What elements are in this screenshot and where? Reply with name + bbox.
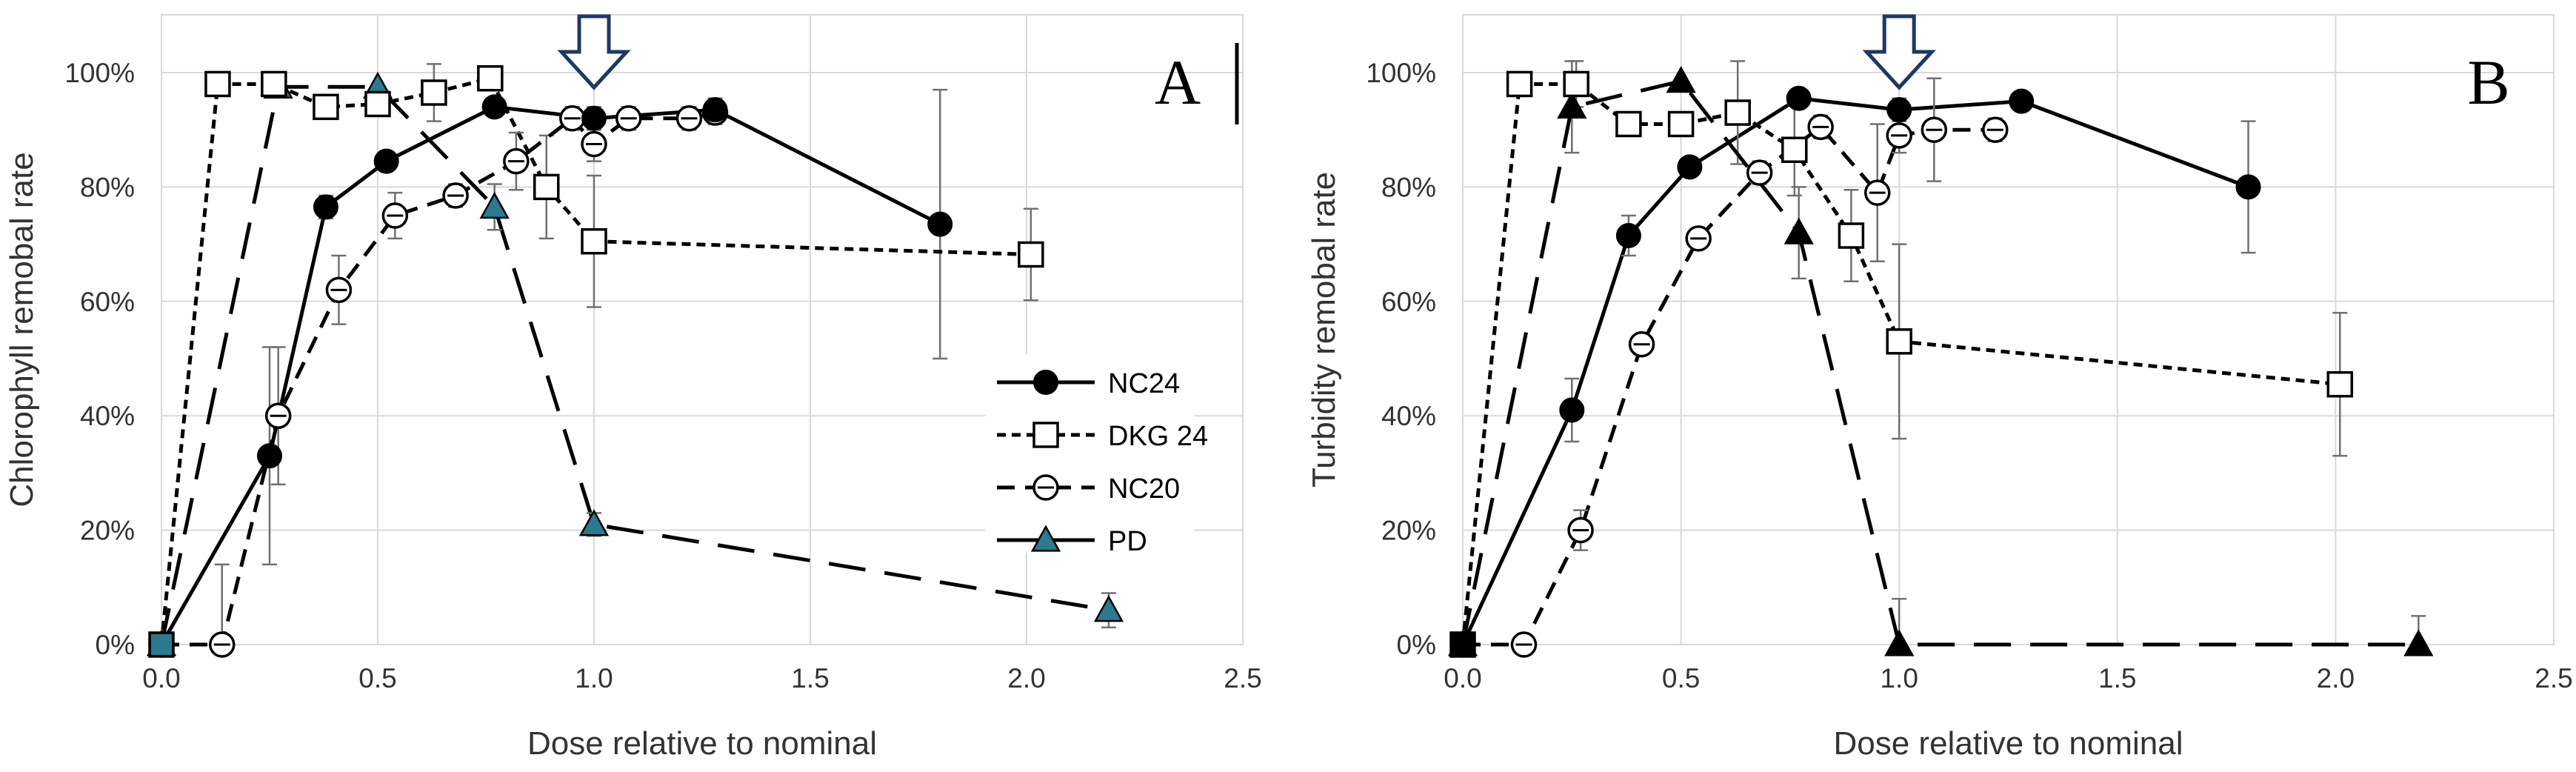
y-tick-label: 80%	[1381, 172, 1436, 202]
data-point-pd	[479, 191, 510, 219]
data-point-dkg24	[204, 70, 231, 98]
data-point-dkg24	[1563, 70, 1589, 98]
data-point-origin	[150, 633, 173, 656]
data-point-dkg24	[1838, 222, 1865, 249]
x-tick-label: 2.0	[1007, 663, 1045, 693]
data-point-dkg24	[2326, 370, 2354, 398]
x-tick-label: 0.5	[358, 663, 396, 693]
panel-letter: A	[1155, 47, 1201, 118]
data-point-nc24	[702, 97, 728, 123]
y-tick-label: 40%	[80, 401, 135, 431]
data-point-dkg24	[1724, 99, 1751, 126]
x-tick-label: 0.0	[1444, 663, 1481, 693]
series-line-nc24	[1461, 96, 2249, 646]
data-point-nc24	[2235, 174, 2261, 200]
chart-panel-a: 0% 20% 40% 60% 80% 100% 0.0 0.5 1.0 1.5 2.0 2.5 Dose…	[4, 14, 1262, 762]
data-point-pd	[1557, 91, 1587, 119]
data-point-pd	[1093, 595, 1124, 622]
data-point-nc24	[1786, 85, 1812, 111]
x-tick-label: 1.0	[1880, 663, 1918, 693]
data-point-dkg24	[477, 64, 504, 92]
series-line-dkg24	[159, 76, 1031, 645]
legend-box	[985, 354, 1194, 553]
down-arrow-icon	[1862, 14, 1936, 90]
y-axis-label: Chlorophyll remobal rate	[4, 152, 40, 507]
data-point-dkg24	[1018, 241, 1044, 268]
data-point-nc24	[581, 105, 607, 131]
data-point-nc24	[481, 94, 507, 120]
legend-marker-pd	[1030, 525, 1061, 552]
data-point-dkg24	[1886, 328, 1912, 355]
legend-label-nc24: NC24	[1108, 368, 1180, 399]
data-point-pd	[1783, 217, 1814, 244]
data-point-dkg24	[581, 227, 607, 255]
data-point-nc24	[257, 443, 282, 469]
data-point-nc24	[1559, 397, 1585, 423]
data-point-dkg24	[1667, 110, 1695, 138]
data-point-dkg24	[1615, 110, 1642, 138]
series-line-dkg24	[1461, 81, 2340, 645]
data-point-nc24	[2009, 88, 2035, 114]
data-point-nc24	[1886, 97, 1912, 123]
data-point-dkg24	[261, 70, 287, 98]
data-point-pd	[1884, 629, 1915, 656]
data-point-dkg24	[1506, 70, 1533, 98]
data-point-nc24	[1615, 223, 1641, 249]
data-point-nc24	[373, 148, 399, 174]
data-point-pd	[2403, 629, 2434, 656]
x-tick-label: 2.5	[1224, 663, 1261, 693]
data-point-nc24	[927, 211, 953, 237]
series-line-pd	[159, 84, 1110, 645]
x-tick-label: 1.0	[575, 663, 613, 693]
data-point-origin	[1451, 633, 1475, 656]
chart-panel-b: 0% 20% 40% 60% 80% 100% 0.0 0.5 1.0 1.5 2.0 2.5 Dose…	[1306, 14, 2573, 762]
data-point-dkg24	[1781, 136, 1808, 163]
panel-letter: B	[2467, 47, 2509, 118]
x-tick-label: 0.5	[1662, 663, 1700, 693]
x-tick-label: 2.0	[2317, 663, 2355, 693]
data-point-nc24	[313, 194, 338, 220]
x-tick-label: 0.0	[142, 663, 180, 693]
legend-marker-nc24	[1033, 370, 1058, 395]
plot-area	[1462, 14, 2555, 645]
data-point-pd	[1666, 66, 1696, 93]
data-point-nc24	[1677, 154, 1703, 180]
y-tick-label: 20%	[1381, 516, 1436, 546]
y-tick-label: 20%	[80, 516, 135, 546]
x-tick-label: 1.5	[791, 663, 829, 693]
data-point-dkg24	[364, 90, 391, 118]
series-line-pd	[1461, 79, 2419, 647]
x-tick-label: 1.5	[2098, 663, 2136, 693]
legend-label-pd: PD	[1108, 526, 1147, 557]
legend: NC24 DKG 24 NC20 PD	[985, 354, 1208, 557]
y-tick-label: 60%	[80, 287, 135, 317]
y-tick-label: 40%	[1381, 401, 1436, 431]
data-point-dkg24	[533, 173, 560, 201]
legend-label-dkg24: DKG 24	[1108, 421, 1208, 452]
x-axis-label: Dose relative to nominal	[527, 725, 877, 762]
x-axis-label: Dose relative to nominal	[1833, 725, 2183, 762]
y-axis-label: Turbidity remobal rate	[1306, 172, 1342, 488]
y-tick-label: 60%	[1381, 287, 1436, 317]
data-point-dkg24	[421, 79, 447, 106]
y-tick-label: 0%	[1397, 630, 1436, 660]
x-tick-label: 2.5	[2535, 663, 2572, 693]
y-tick-label: 80%	[80, 172, 135, 202]
data-point-dkg24	[313, 93, 339, 121]
down-arrow-icon	[557, 14, 631, 90]
legend-marker-dkg24	[1032, 422, 1059, 448]
data-point-pd	[578, 509, 610, 536]
legend-label-nc20: NC20	[1108, 473, 1180, 505]
y-tick-label: 100%	[64, 58, 135, 88]
y-tick-label: 0%	[96, 630, 135, 660]
y-tick-label: 100%	[1366, 58, 1436, 88]
